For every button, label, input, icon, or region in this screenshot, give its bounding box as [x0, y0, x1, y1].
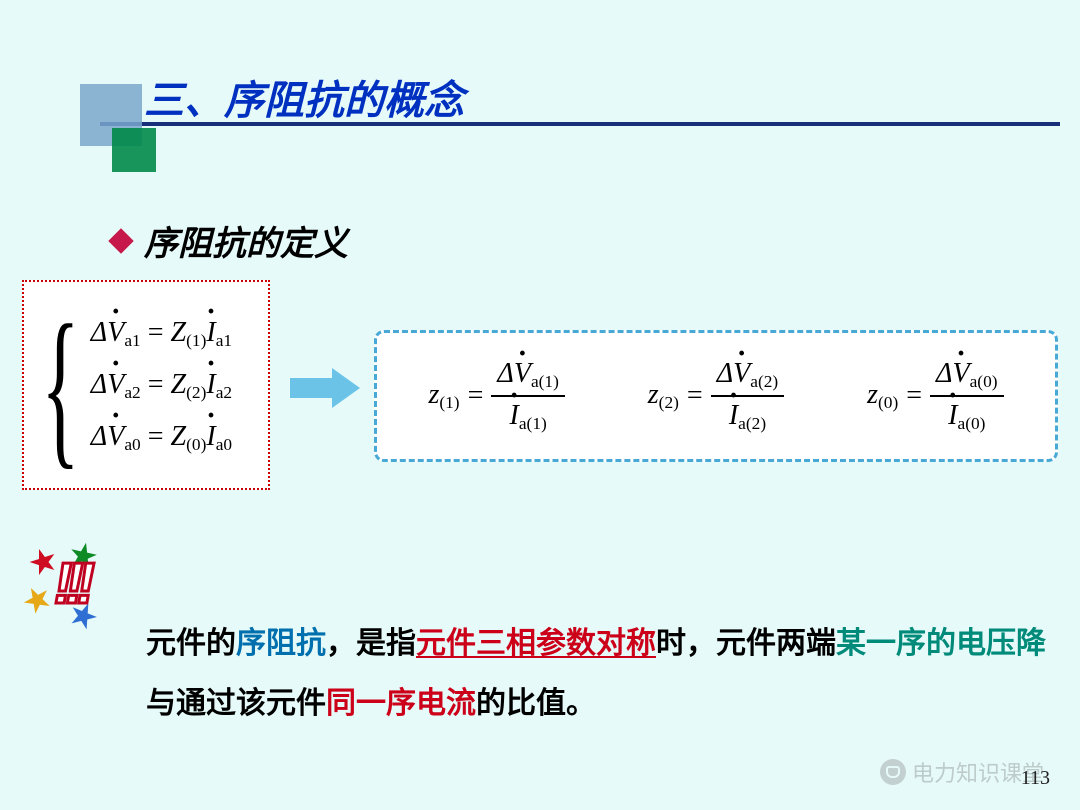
- z1eq: =: [468, 380, 484, 412]
- fraction-2: ΔVa(2) Ia(2): [711, 355, 785, 437]
- eq2-equals: =: [141, 369, 171, 400]
- f2-num-sub: a(2): [750, 372, 778, 391]
- eq2-delta: Δ: [91, 369, 107, 400]
- eq1-Vsub: a1: [124, 331, 140, 350]
- eq1-Zsub: (1): [186, 331, 206, 350]
- fraction-1: ΔVa(1) Ia(1): [491, 355, 565, 437]
- equation-box-left: { ΔVa1 = Z(1)Ia1 ΔVa2 = Z(2)Ia2 ΔVa0 = Z…: [22, 280, 270, 490]
- fraction-eq-3: z(0) = ΔVa(0) Ia(0): [867, 355, 1003, 437]
- eq1-I: I: [206, 317, 215, 348]
- z3sub: (0): [878, 393, 898, 412]
- eq2-I: I: [206, 369, 215, 400]
- eq3-equals: =: [141, 421, 171, 452]
- page-number: 113: [1021, 767, 1050, 790]
- z2eq: =: [687, 380, 703, 412]
- equation-row-1: ΔVa1 = Z(1)Ia1: [91, 317, 232, 351]
- body-seg-2: 序阻抗: [236, 627, 326, 660]
- f2-den-I: I: [729, 400, 738, 431]
- subtitle-row: 序阻抗的定义: [112, 216, 348, 265]
- equation-box-right: z(1) = ΔVa(1) Ia(1) z(2) = ΔVa(2) Ia(2) …: [374, 330, 1058, 462]
- body-paragraph: 元件的序阻抗，是指元件三相参数对称时，元件两端某一序的电压降与通过该元件同一序电…: [146, 614, 1046, 734]
- arrow-right-icon: [290, 368, 362, 408]
- body-seg-5: 时，元件两端: [656, 627, 836, 660]
- f3-num-sub: a(0): [970, 372, 998, 391]
- z2sub: (2): [659, 393, 679, 412]
- f3-den-sub: a(0): [957, 414, 985, 433]
- body-seg-1: 元件的: [146, 627, 236, 660]
- watermark: 电力知识课堂: [880, 756, 1044, 788]
- body-seg-9: 的比值。: [476, 687, 596, 720]
- wechat-icon: [880, 759, 906, 785]
- z3eq: =: [906, 380, 922, 412]
- equation-row-3: ΔVa0 = Z(0)Ia0: [91, 421, 232, 455]
- eq3-Zsub: (0): [186, 435, 206, 454]
- fraction-3: ΔVa(0) Ia(0): [930, 355, 1004, 437]
- fraction-eq-1: z(1) = ΔVa(1) Ia(1): [428, 355, 564, 437]
- z3: z: [867, 379, 878, 410]
- eq1-delta: Δ: [91, 317, 107, 348]
- eq1-Z: Z: [171, 317, 187, 348]
- f1-den-I: I: [510, 400, 519, 431]
- body-seg-8: 同一序电流: [326, 687, 476, 720]
- diamond-bullet-icon: [108, 228, 133, 253]
- eq2-Vsub: a2: [124, 383, 140, 402]
- eq3-Isub: a0: [216, 435, 232, 454]
- eq2-Z: Z: [171, 369, 187, 400]
- fraction-eq-2: z(2) = ΔVa(2) Ia(2): [648, 355, 784, 437]
- eq3-V: V: [107, 421, 124, 452]
- decor-square-small: [112, 128, 156, 172]
- left-brace-icon: {: [41, 298, 79, 474]
- body-seg-7: 与通过该元件: [146, 687, 326, 720]
- eq1-V: V: [107, 317, 124, 348]
- body-seg-4: 元件三相参数对称: [416, 627, 656, 660]
- f3-den-I: I: [948, 400, 957, 431]
- eq3-delta: Δ: [91, 421, 107, 452]
- attention-badge-icon: ★ ★ ★ ★ !!!: [24, 536, 142, 638]
- subtitle: 序阻抗的定义: [144, 216, 348, 265]
- f1-num-sub: a(1): [531, 372, 559, 391]
- z1: z: [428, 379, 439, 410]
- eq2-V: V: [107, 369, 124, 400]
- eq2-Zsub: (2): [186, 383, 206, 402]
- equation-row-2: ΔVa2 = Z(2)Ia2: [91, 369, 232, 403]
- eq1-Isub: a1: [216, 331, 232, 350]
- slide-title: 三、序阻抗的概念: [144, 68, 464, 126]
- z1sub: (1): [439, 393, 459, 412]
- f1-den-sub: a(1): [519, 414, 547, 433]
- body-seg-3: ，是指: [326, 627, 416, 660]
- eq2-Isub: a2: [216, 383, 232, 402]
- equation-column: ΔVa1 = Z(1)Ia1 ΔVa2 = Z(2)Ia2 ΔVa0 = Z(0…: [91, 317, 232, 456]
- f2-den-sub: a(2): [738, 414, 766, 433]
- eq3-Z: Z: [171, 421, 187, 452]
- eq3-I: I: [206, 421, 215, 452]
- z2: z: [648, 379, 659, 410]
- eq3-Vsub: a0: [124, 435, 140, 454]
- body-seg-6: 某一序的电压降: [836, 627, 1046, 660]
- eq1-equals: =: [141, 317, 171, 348]
